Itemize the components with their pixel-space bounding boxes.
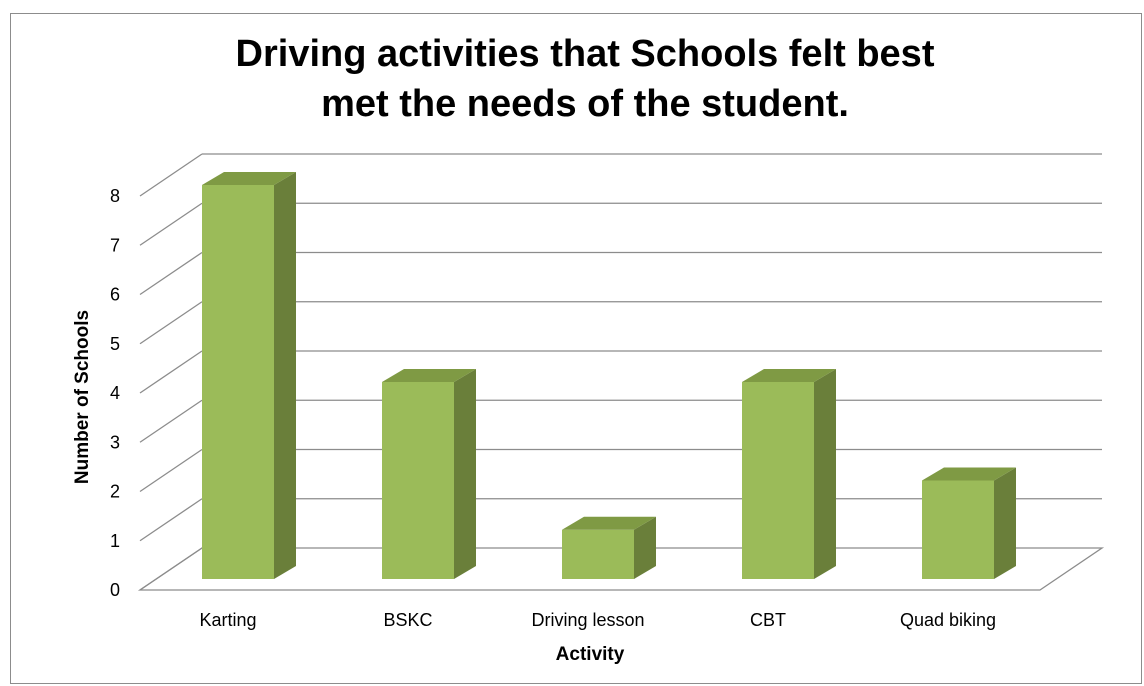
bar-front <box>382 382 454 579</box>
bar-front <box>922 480 994 579</box>
bar-cbt <box>742 369 836 579</box>
chart-title-line-1: Driving activities that Schools felt bes… <box>236 33 935 75</box>
y-tick-label: 7 <box>110 235 120 255</box>
bar-front <box>202 185 274 579</box>
bar-karting <box>202 172 296 579</box>
y-tick-label: 5 <box>110 334 120 354</box>
y-tick-label: 0 <box>110 580 120 600</box>
wall-gridline <box>139 251 203 296</box>
gridlines <box>137 153 1105 591</box>
x-axis-label: Activity <box>556 644 625 665</box>
bar-side <box>274 172 296 579</box>
y-tick-label: 3 <box>110 432 120 452</box>
x-tick-labels: Karting BSKC Driving lesson CBT Quad biking <box>199 610 996 630</box>
chart-title-line-2: met the needs of the student. <box>321 83 849 125</box>
y-tick-label: 2 <box>110 482 120 502</box>
y-tick-label: 1 <box>110 531 120 551</box>
wall-gridline <box>139 202 203 246</box>
bar-top <box>382 369 476 382</box>
y-tick-label: 4 <box>110 383 120 403</box>
bar-driving-lesson <box>562 516 656 579</box>
x-tick-label: Karting <box>199 610 256 630</box>
bar-top <box>742 369 836 382</box>
y-axis-label: Number of Schools <box>72 310 93 484</box>
bar-top <box>202 172 296 185</box>
bar-front <box>742 382 814 579</box>
x-tick-label: CBT <box>750 610 786 630</box>
bar-top <box>562 516 656 530</box>
bar-side <box>994 467 1016 579</box>
bars <box>202 172 1016 579</box>
y-tick-label: 8 <box>110 186 120 206</box>
x-tick-label: Quad biking <box>900 610 996 630</box>
bar-side <box>634 516 656 579</box>
bar-bskc <box>382 369 476 579</box>
wall-gridline <box>139 301 203 345</box>
bar-front <box>562 529 634 579</box>
x-tick-label: BSKC <box>383 610 432 630</box>
wall-gridline <box>139 350 203 394</box>
wall-gridline <box>139 448 203 493</box>
bar-side <box>454 369 476 579</box>
bar-side <box>814 369 836 579</box>
y-tick-label: 6 <box>110 285 120 305</box>
wall-gridline <box>139 153 203 197</box>
wall-gridline <box>139 547 203 591</box>
wall-gridline <box>139 399 203 443</box>
bar-top <box>922 467 1016 481</box>
wall-gridline <box>139 498 203 542</box>
x-tick-label: Driving lesson <box>531 610 644 630</box>
y-tick-labels: 0 1 2 3 4 5 6 7 8 <box>110 186 120 600</box>
bar-quad-biking <box>922 467 1016 579</box>
